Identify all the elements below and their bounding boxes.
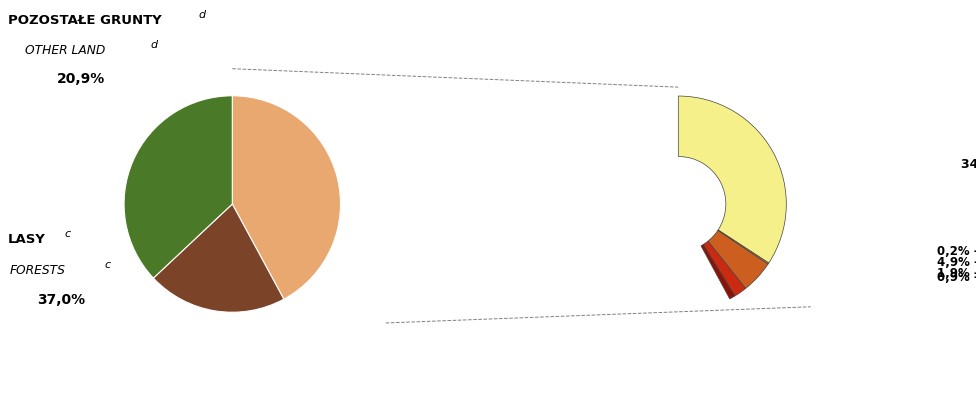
Text: c: c <box>64 228 70 238</box>
Wedge shape <box>704 242 746 296</box>
Wedge shape <box>678 97 787 263</box>
Wedge shape <box>701 245 735 299</box>
Text: 4,9% - Łąki: 4,9% - Łąki <box>937 255 976 268</box>
Wedge shape <box>232 97 341 299</box>
Text: c: c <box>104 259 110 269</box>
Wedge shape <box>153 204 284 312</box>
Text: POZOSTAŁE GRUNTY: POZOSTAŁE GRUNTY <box>8 13 162 27</box>
Wedge shape <box>124 97 232 279</box>
Text: d: d <box>198 10 205 20</box>
Wedge shape <box>708 231 768 289</box>
Text: 1,9% - Pastwiska: 1,9% - Pastwiska <box>937 267 976 280</box>
Text: FORESTS: FORESTS <box>10 263 65 276</box>
Text: OTHER LAND: OTHER LAND <box>25 43 105 56</box>
Text: 20,9%: 20,9% <box>57 72 105 86</box>
Wedge shape <box>717 230 769 265</box>
Text: LASY: LASY <box>8 232 46 245</box>
Text: d: d <box>150 40 157 50</box>
Text: 0,9% - Odłogi i ugory: 0,9% - Odłogi i ugory <box>937 271 976 283</box>
Text: 37,0%: 37,0% <box>37 293 86 307</box>
Text: 34,2% - Grunty orne: 34,2% - Grunty orne <box>961 158 976 171</box>
Text: 0,2% - Sady: 0,2% - Sady <box>937 244 976 257</box>
